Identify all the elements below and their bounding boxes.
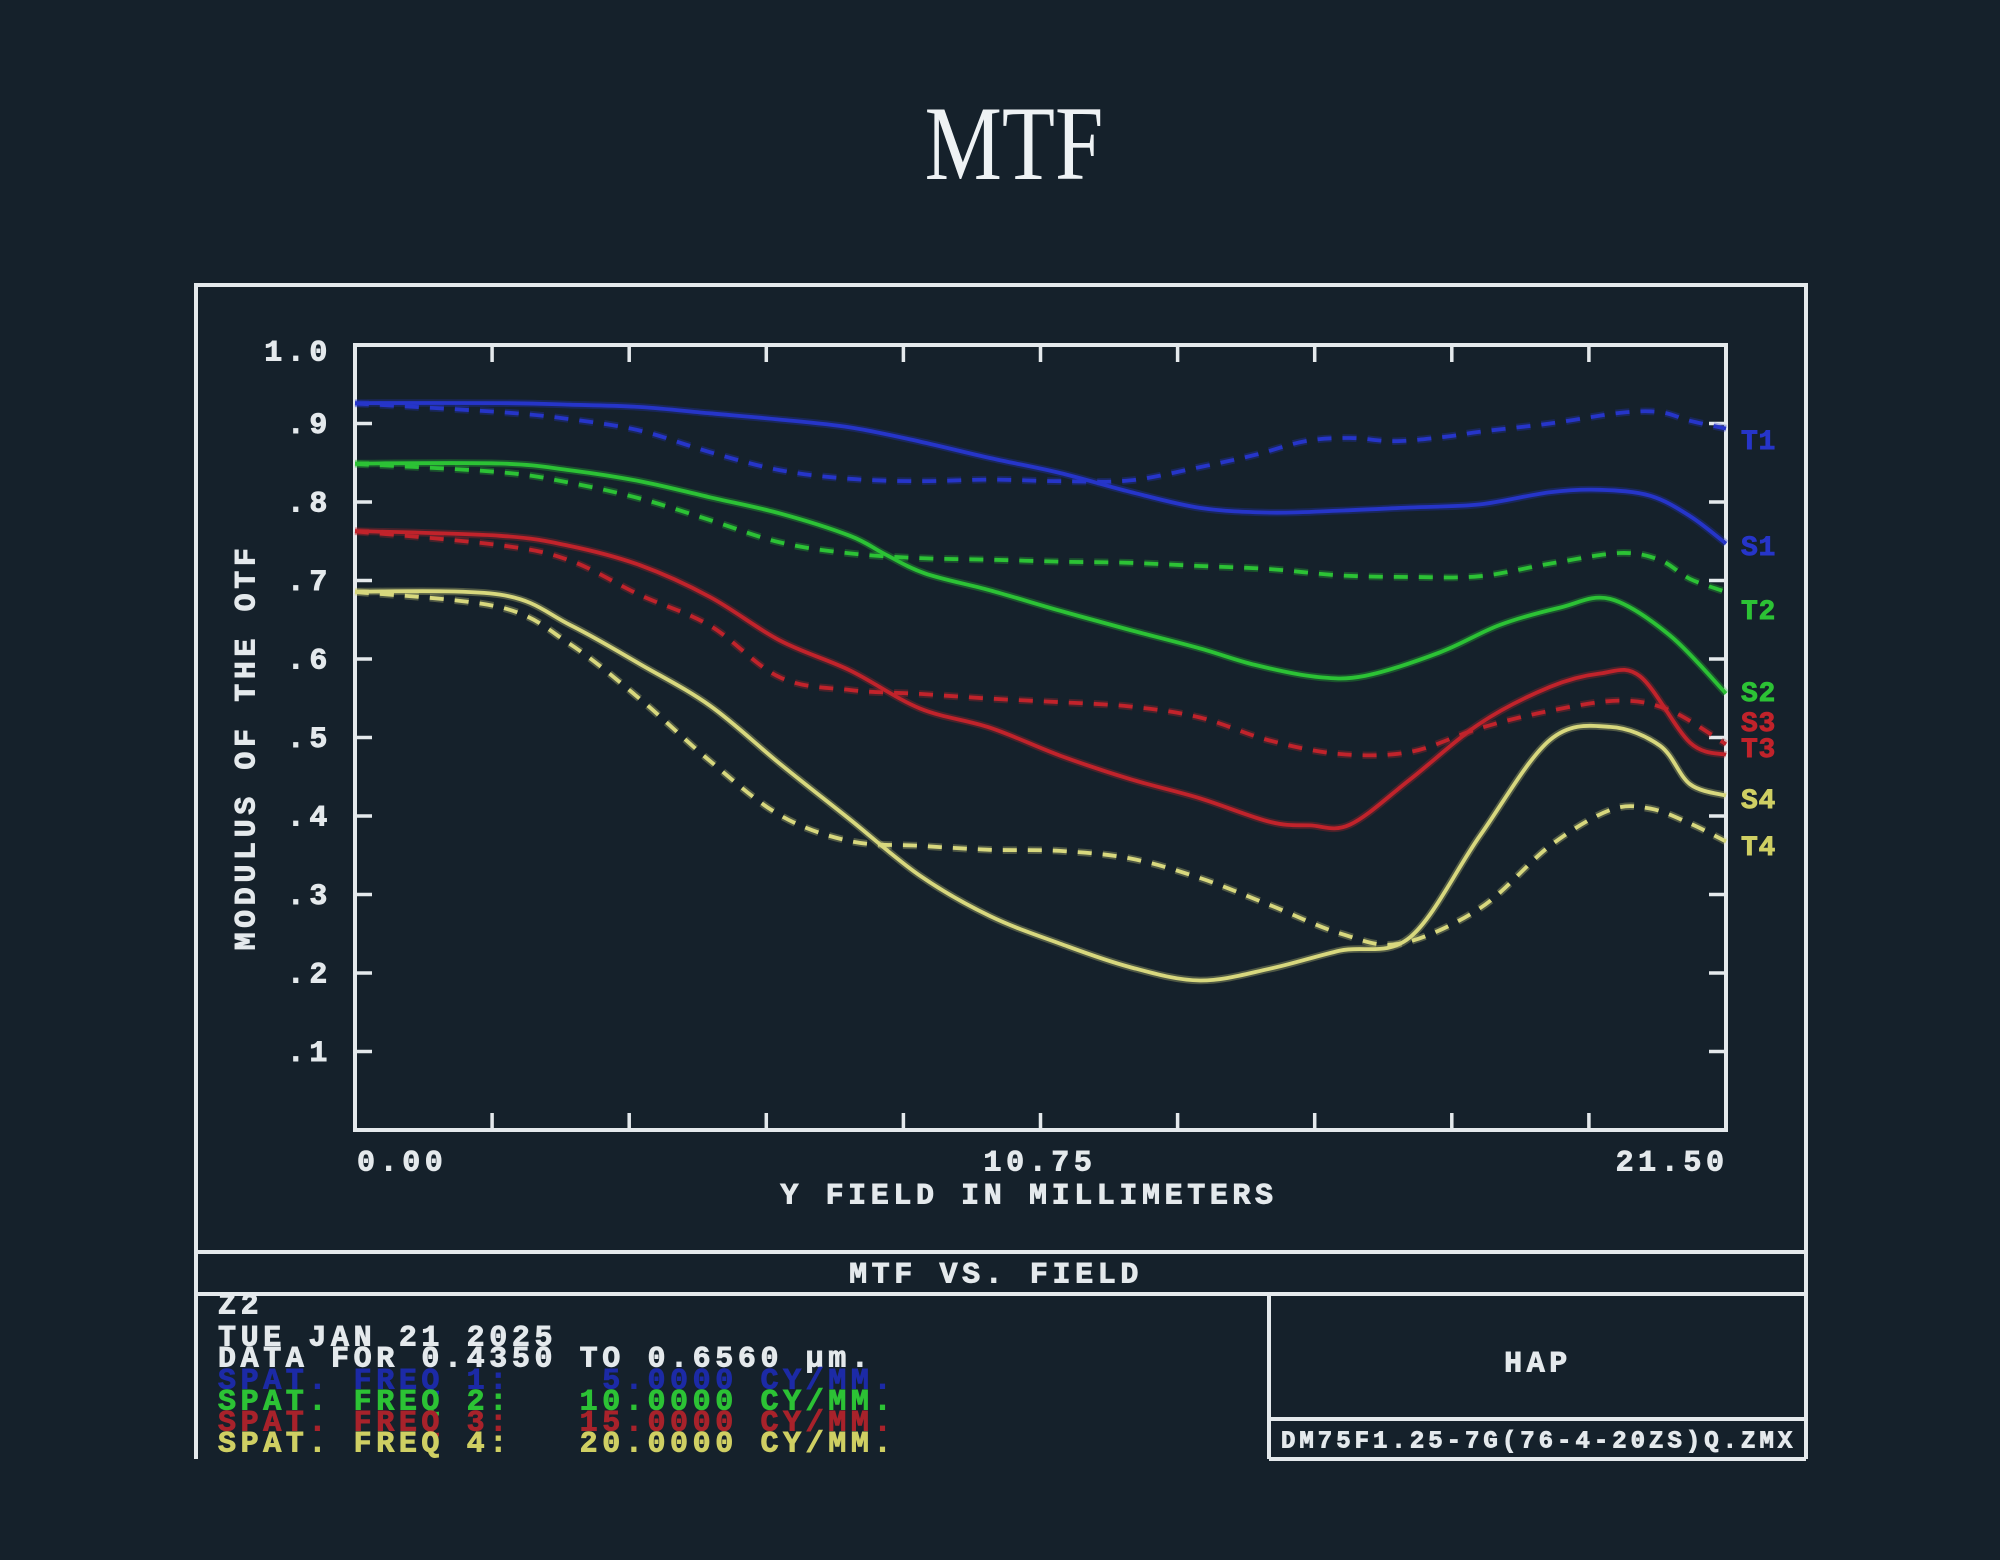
svg-text:DATA FOR 0.4350 TO 0.6560 µm.: DATA FOR 0.4350 TO 0.6560 µm.: [218, 1343, 874, 1377]
svg-text:.3: .3: [287, 880, 332, 914]
svg-text:T2: T2: [1741, 597, 1776, 628]
svg-text:0.00: 0.00: [357, 1147, 447, 1181]
svg-text:.9: .9: [287, 409, 332, 443]
svg-text:HAP: HAP: [1504, 1348, 1572, 1382]
svg-text:TUE JAN 21 2025: TUE JAN 21 2025: [218, 1322, 557, 1356]
svg-text:.7: .7: [287, 566, 332, 600]
svg-text:SPAT. FREQ 2: 10.0000 CY/MM.: SPAT. FREQ 2: 10.0000 CY/MM.: [218, 1386, 896, 1420]
svg-text:.5: .5: [287, 723, 332, 757]
svg-text:MODULUS OF THE OTF: MODULUS OF THE OTF: [231, 544, 265, 951]
svg-text:S4: S4: [1741, 786, 1776, 817]
svg-text:SPAT. FREQ 4: 20.0000 CY/MM.: SPAT. FREQ 4: 20.0000 CY/MM.: [218, 1428, 896, 1462]
svg-text:21.50: 21.50: [1616, 1147, 1729, 1181]
svg-text:T1: T1: [1741, 427, 1776, 458]
svg-text:.1: .1: [287, 1037, 332, 1071]
svg-text:S1: S1: [1741, 533, 1776, 564]
svg-text:1.0: 1.0: [264, 337, 332, 371]
svg-text:Z2: Z2: [218, 1290, 263, 1324]
svg-text:S3: S3: [1741, 709, 1776, 740]
svg-text:.4: .4: [287, 802, 332, 836]
svg-text:Y FIELD IN MILLIMETERS: Y FIELD IN MILLIMETERS: [780, 1180, 1277, 1214]
svg-text:MTF VS. FIELD: MTF VS. FIELD: [849, 1259, 1143, 1293]
svg-text:DM75F1.25-7G(76-4-20ZS)Q.ZMX: DM75F1.25-7G(76-4-20ZS)Q.ZMX: [1281, 1429, 1796, 1456]
svg-text:.6: .6: [287, 645, 332, 679]
svg-text:10.75: 10.75: [983, 1147, 1096, 1181]
svg-text:S2: S2: [1741, 679, 1776, 710]
svg-text:T3: T3: [1741, 735, 1776, 766]
svg-text:SPAT. FREQ 3: 15.0000 CY/MM.: SPAT. FREQ 3: 15.0000 CY/MM.: [218, 1407, 896, 1441]
svg-text:SPAT. FREQ 1: 5.0000 CY/MM.: SPAT. FREQ 1: 5.0000 CY/MM.: [218, 1365, 896, 1399]
svg-text:MTF: MTF: [925, 85, 1104, 202]
svg-text:.8: .8: [287, 488, 332, 522]
svg-text:.2: .2: [287, 959, 332, 993]
svg-text:T4: T4: [1741, 833, 1776, 864]
